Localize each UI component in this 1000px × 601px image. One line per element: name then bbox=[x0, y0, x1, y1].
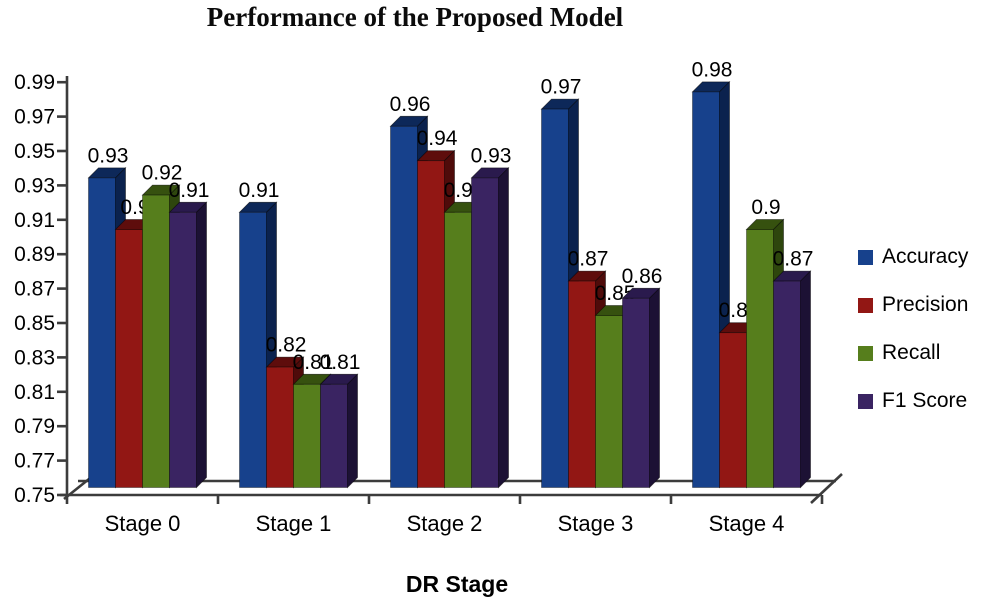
value-label: 0.93 bbox=[471, 144, 512, 167]
value-label: 0.93 bbox=[88, 144, 129, 167]
legend-swatch-recall-icon bbox=[858, 345, 873, 361]
bar bbox=[773, 280, 801, 488]
bar bbox=[239, 211, 267, 488]
legend-item-precision: Precision bbox=[858, 294, 968, 316]
bar-side-face bbox=[649, 287, 660, 489]
value-label: 0.9 bbox=[751, 196, 780, 219]
value-label: 0.97 bbox=[541, 76, 582, 99]
bar bbox=[390, 125, 418, 488]
bar bbox=[622, 297, 650, 488]
bar bbox=[266, 366, 294, 488]
bar bbox=[320, 383, 348, 488]
legend: Accuracy Precision Recall F1 Score bbox=[858, 246, 968, 438]
legend-item-recall: Recall bbox=[858, 342, 968, 364]
bar bbox=[595, 315, 623, 488]
bar bbox=[568, 280, 596, 488]
value-label: 0.9 bbox=[120, 196, 149, 219]
legend-label-recall: Recall bbox=[882, 341, 941, 364]
bar bbox=[88, 177, 116, 488]
y-tick-label: 0.95 bbox=[14, 140, 55, 163]
bar bbox=[471, 177, 499, 488]
value-label: 0.82 bbox=[266, 334, 307, 357]
bar bbox=[417, 160, 445, 488]
value-label: 0.98 bbox=[692, 58, 733, 81]
legend-label-accuracy: Accuracy bbox=[882, 245, 969, 268]
y-tick-label: 0.81 bbox=[14, 381, 55, 404]
value-label: 0.91 bbox=[239, 179, 280, 202]
legend-swatch-accuracy-icon bbox=[858, 249, 873, 265]
floor-right-edge bbox=[810, 473, 843, 504]
legend-label-precision: Precision bbox=[882, 293, 969, 316]
x-axis-title: DR Stage bbox=[405, 571, 509, 597]
bar bbox=[444, 211, 472, 488]
y-tick-label: 0.79 bbox=[14, 415, 55, 438]
y-tick-label: 0.83 bbox=[14, 346, 55, 369]
value-label: 0.81 bbox=[320, 351, 361, 374]
y-tick-label: 0.89 bbox=[14, 243, 55, 266]
bar-side-face bbox=[498, 166, 509, 489]
chart-title: Performance of the Proposed Model bbox=[206, 2, 624, 32]
value-label: 0.81 bbox=[293, 351, 334, 374]
bar bbox=[142, 194, 170, 488]
value-label: 0.87 bbox=[568, 248, 609, 271]
y-tick-label: 0.85 bbox=[14, 312, 55, 335]
bar bbox=[719, 332, 747, 488]
value-label: 0.94 bbox=[417, 127, 458, 150]
y-tick-label: 0.87 bbox=[14, 278, 55, 301]
bar bbox=[115, 229, 143, 488]
value-label: 0.92 bbox=[142, 162, 183, 185]
value-label: 0.96 bbox=[390, 93, 431, 116]
bar bbox=[541, 108, 569, 488]
x-tick-label: Stage 1 bbox=[256, 511, 332, 536]
value-label: 0.86 bbox=[622, 265, 663, 288]
bar bbox=[746, 229, 774, 488]
y-tick-label: 0.91 bbox=[14, 209, 55, 232]
x-tick-label: Stage 2 bbox=[407, 511, 483, 536]
bar-side-face bbox=[347, 373, 358, 489]
x-tick-label: Stage 3 bbox=[558, 511, 634, 536]
value-label: 0.91 bbox=[169, 179, 210, 202]
bar-side-face bbox=[196, 201, 207, 489]
y-tick-label: 0.97 bbox=[14, 106, 55, 129]
x-tick-label: Stage 0 bbox=[105, 511, 181, 536]
bar bbox=[169, 211, 197, 488]
legend-swatch-f1score-icon bbox=[858, 393, 873, 409]
y-tick-label: 0.93 bbox=[14, 174, 55, 197]
y-tick-label: 0.75 bbox=[14, 484, 55, 507]
bar bbox=[293, 383, 321, 488]
y-tick-label: 0.77 bbox=[14, 450, 55, 473]
bar-side-face bbox=[800, 270, 811, 489]
bar bbox=[692, 91, 720, 488]
legend-item-accuracy: Accuracy bbox=[858, 246, 968, 268]
legend-swatch-precision-icon bbox=[858, 297, 873, 313]
legend-item-f1score: F1 Score bbox=[858, 390, 968, 412]
x-tick-label: Stage 4 bbox=[709, 511, 785, 536]
legend-label-f1score: F1 Score bbox=[882, 389, 968, 412]
value-label: 0.87 bbox=[773, 248, 814, 271]
y-tick-label: 0.99 bbox=[14, 71, 55, 94]
